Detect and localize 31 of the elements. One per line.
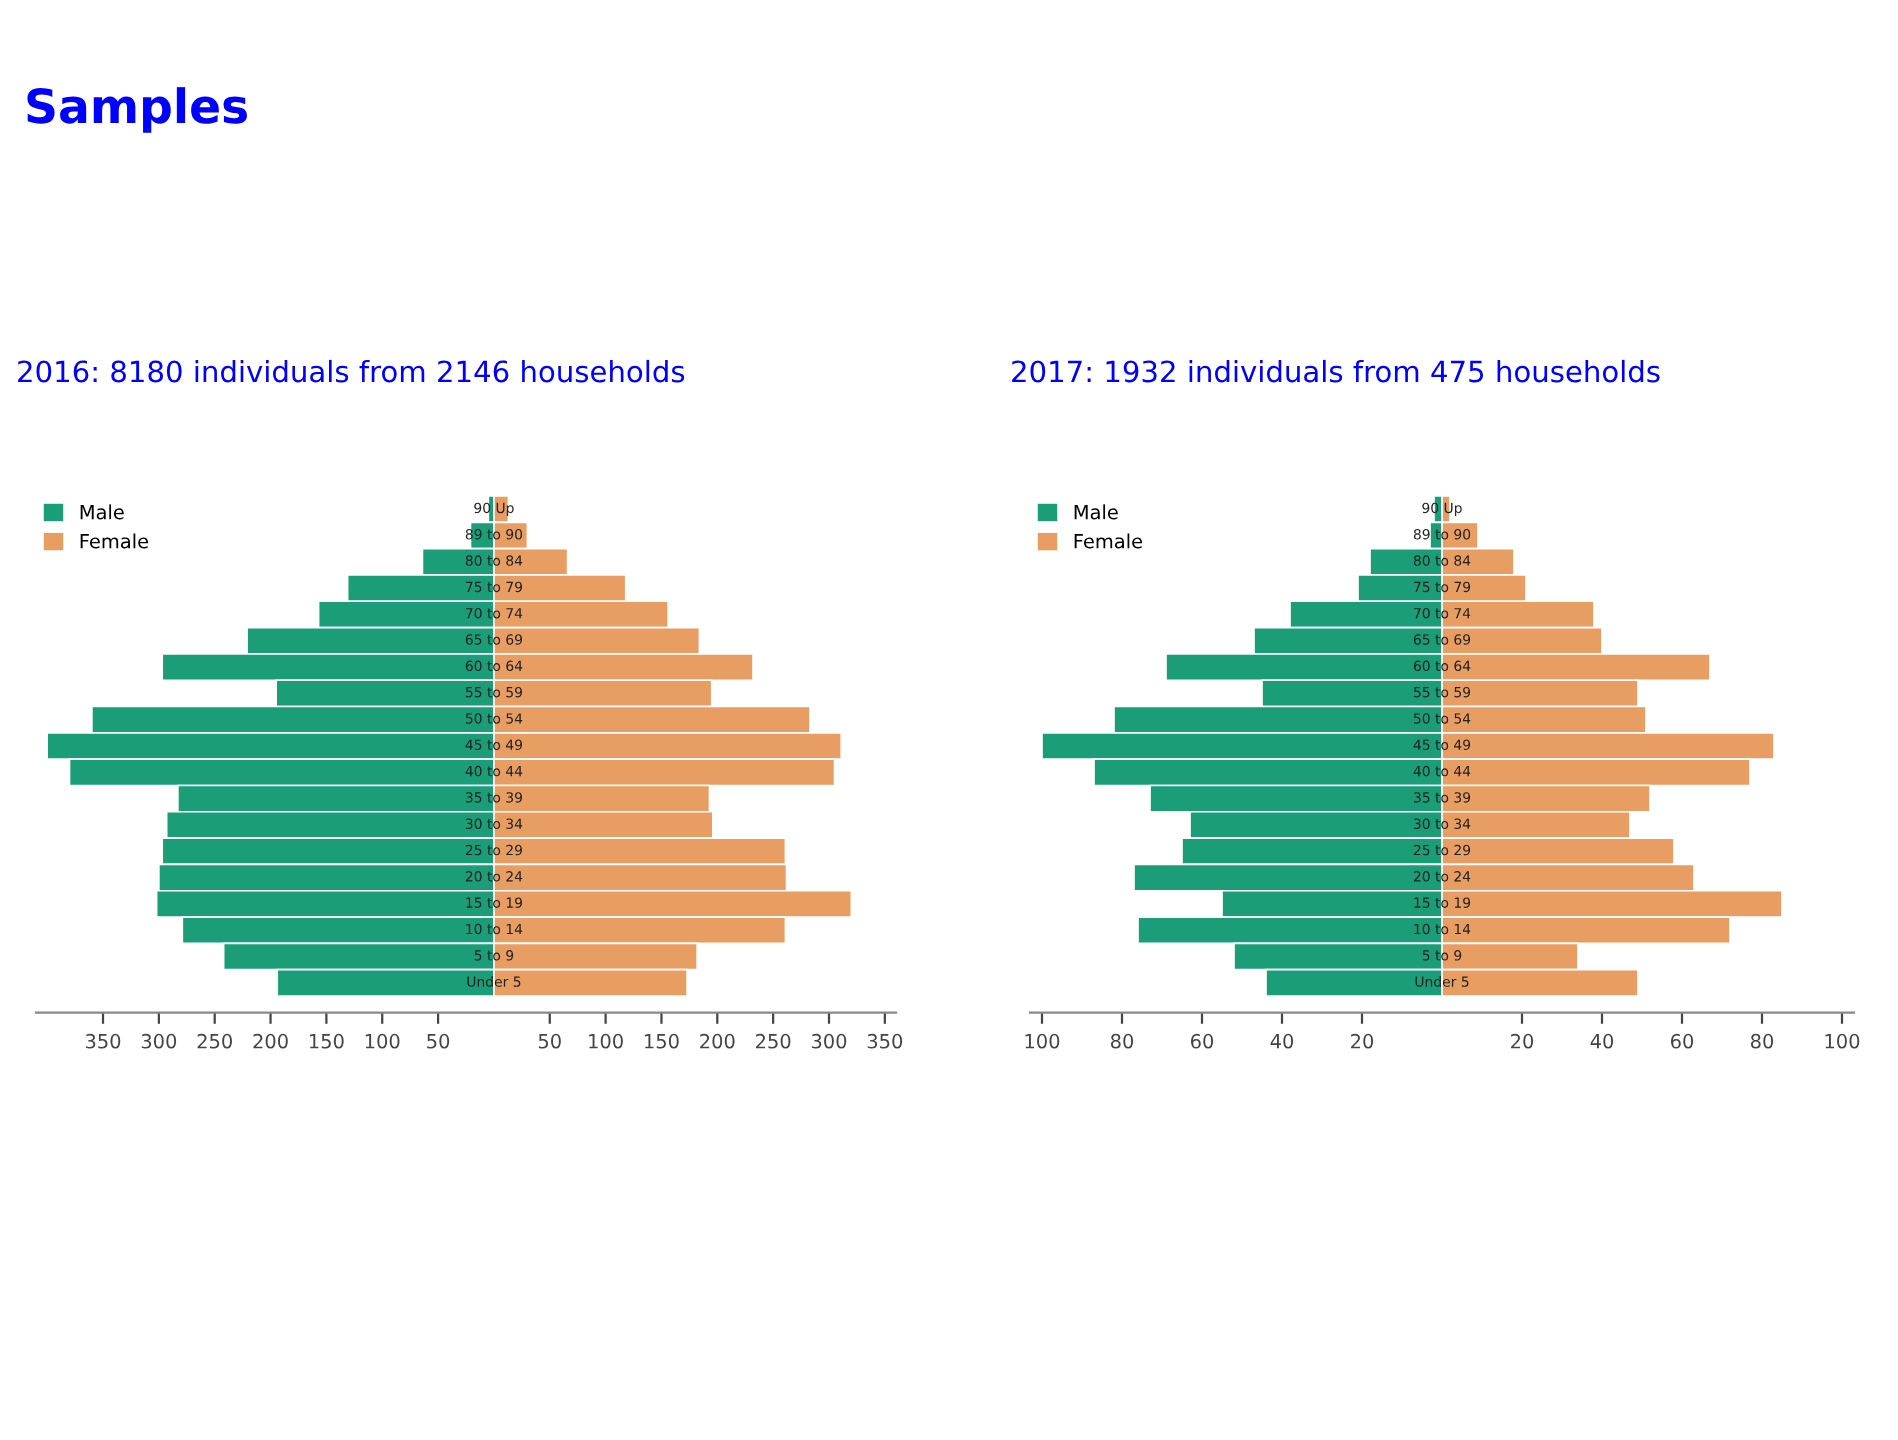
legend-label: Female (1074, 533, 1143, 549)
x-tick-label: 60 (1670, 1033, 1694, 1049)
x-tick-label: 100 (589, 1033, 623, 1049)
x-tick-label: 150 (309, 1033, 344, 1049)
x-tick-label: 100 (1025, 1033, 1060, 1049)
chart-subtitle: 2016: 8180 individuals from 2146 households (18, 359, 685, 383)
x-tick-label: 150 (645, 1033, 679, 1049)
x-tick-label: 20 (1351, 1033, 1374, 1049)
chart-title: Samples (27, 87, 247, 133)
legend-label: Male (1074, 504, 1118, 520)
x-tick-label: 300 (141, 1033, 177, 1049)
x-tick-label: 200 (253, 1033, 288, 1049)
x-tick-label: 250 (756, 1033, 791, 1049)
legend-label: Female (80, 533, 149, 549)
x-tick-label: 300 (811, 1033, 847, 1049)
x-tick-label: 350 (85, 1033, 121, 1049)
x-tick-label: 20 (1511, 1033, 1534, 1049)
x-tick-label: 250 (197, 1033, 232, 1049)
x-tick-label: 80 (1750, 1033, 1774, 1049)
chart-subtitle: 2017: 1932 individuals from 475 households (1012, 359, 1660, 383)
x-tick-label: 350 (867, 1033, 903, 1049)
x-tick-label: 80 (1110, 1033, 1134, 1049)
x-tick-label: 200 (700, 1033, 735, 1049)
x-tick-label: 40 (1270, 1033, 1294, 1049)
x-tick-label: 100 (1825, 1033, 1860, 1049)
x-tick-label: 100 (365, 1033, 400, 1049)
x-tick-label: 50 (538, 1033, 561, 1049)
x-tick-label: 40 (1590, 1033, 1614, 1049)
legend-label: Male (80, 504, 124, 520)
x-tick-label: 60 (1190, 1033, 1214, 1049)
x-tick-label: 50 (427, 1033, 450, 1049)
